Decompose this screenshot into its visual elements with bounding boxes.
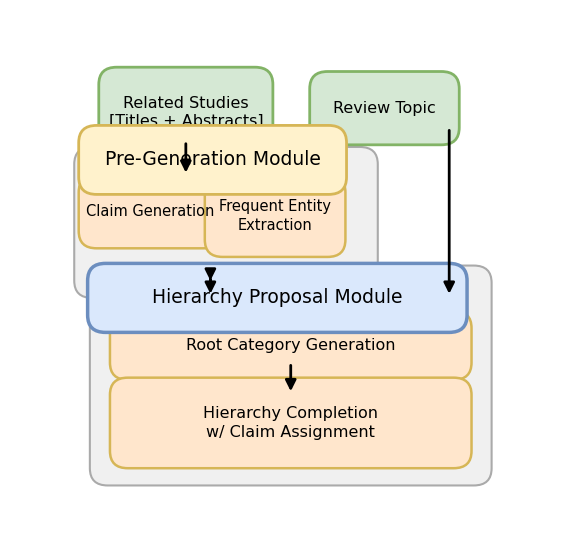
Text: Claim Generation: Claim Generation <box>86 204 214 219</box>
Text: Frequent Entity
Extraction: Frequent Entity Extraction <box>219 199 331 233</box>
Text: Related Studies
[Titles + Abstracts]: Related Studies [Titles + Abstracts] <box>108 96 263 129</box>
FancyBboxPatch shape <box>74 147 378 298</box>
FancyBboxPatch shape <box>99 67 273 158</box>
Text: Hierarchy Proposal Module: Hierarchy Proposal Module <box>152 288 403 307</box>
FancyBboxPatch shape <box>79 125 347 194</box>
Text: Review Topic: Review Topic <box>333 101 436 116</box>
Text: Root Category Generation: Root Category Generation <box>186 338 396 353</box>
FancyBboxPatch shape <box>110 377 472 468</box>
Text: Pre-Generation Module: Pre-Generation Module <box>105 151 321 170</box>
FancyBboxPatch shape <box>110 311 472 380</box>
FancyBboxPatch shape <box>310 72 459 145</box>
FancyBboxPatch shape <box>88 263 467 333</box>
FancyBboxPatch shape <box>79 175 222 248</box>
Text: Hierarchy Completion
w/ Claim Assignment: Hierarchy Completion w/ Claim Assignment <box>203 406 378 440</box>
FancyBboxPatch shape <box>205 175 346 257</box>
FancyBboxPatch shape <box>90 265 491 486</box>
